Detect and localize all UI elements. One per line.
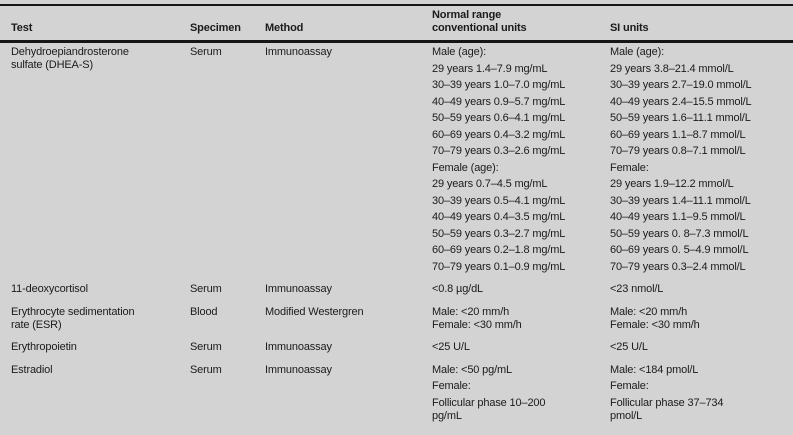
cell-conventional: <25 U/L [432, 341, 610, 358]
cell-text: Modified Westergren [265, 305, 364, 318]
cell-text: 50–59 years 0.3–2.7 mg/mL [432, 227, 566, 240]
cell-text: 30–39 years 2.7–19.0 mmol/L [610, 79, 752, 91]
lab-values-table: Test Specimen Method Normal range conven… [0, 4, 793, 426]
cell-text: 70–79 years 0.8–7.1 mmol/L [610, 145, 746, 157]
cell-text: <23 nmol/L [610, 283, 664, 295]
cell-text: Serum [190, 283, 222, 295]
table-row: Erythropoietin Serum Immunoassay <25 U/L <25… [0, 341, 793, 358]
cell-specimen: Serum [190, 341, 265, 358]
column-header-normal-range-conventional-units: Normal range conventional units [432, 9, 527, 34]
column-header-method: Method [265, 22, 304, 34]
cell-text: <25 U/L [432, 341, 470, 353]
cell-text: 29 years 3.8–21.4 mmol/L [610, 62, 734, 75]
cell-text: Blood [190, 305, 218, 318]
cell-text: Immunoassay [265, 341, 332, 353]
cell-text: Erythropoietin [11, 341, 77, 353]
cell-text: 50–59 years 0.6–4.1 mg/mL [432, 112, 566, 124]
cell-text: Immunoassay [265, 363, 332, 376]
cell-si: Male (age): 29 years 3.8–21.4 mmol/L 30–39… [610, 46, 793, 277]
table-header-row: Test Specimen Method Normal range conven… [0, 4, 793, 43]
cell-text: 40–49 years 1.1–9.5 mmol/L [610, 211, 746, 223]
cell-text: 40–49 years 2.4–15.5 mmol/L [610, 95, 752, 108]
cell-specimen: Serum [190, 283, 265, 300]
cell-text: Female: [432, 380, 471, 392]
cell-text: Serum [190, 341, 222, 353]
column-header-si-units: SI units [610, 22, 649, 34]
cell-text: 40–49 years 0.4–3.5 mg/mL [432, 211, 566, 223]
column-header-test: Test [11, 22, 33, 34]
cell-text: Male: <184 pmol/L [610, 363, 699, 376]
cell-conventional: Male: <50 pg/mL Female: Follicular phase 1… [432, 364, 610, 427]
cell-test: Estradiol [11, 364, 190, 427]
cell-text: 70–79 years 0.1–0.9 mg/mL [432, 260, 566, 273]
cell-text: 60–69 years 0.4–3.2 mg/mL [432, 128, 566, 141]
cell-specimen: Serum [190, 364, 265, 427]
cell-test: Dehydroepiandrosterone sulfate (DHEA-S) [11, 46, 190, 277]
cell-text: 60–69 years 0.2–1.8 mg/mL [432, 244, 566, 256]
cell-si: Male: <20 mm/h Female: <30 mm/h [610, 306, 793, 336]
cell-text: Female: [610, 161, 649, 174]
cell-text: Immunoassay [265, 283, 332, 295]
cell-method: Modified Westergren [265, 306, 432, 336]
cell-text: Follicular phase 10–200 pg/mL [432, 396, 546, 422]
cell-text: 70–79 years 0.3–2.4 mmol/L [610, 260, 746, 273]
cell-text: 50–59 years 1.6–11.1 mmol/L [610, 112, 751, 124]
cell-text: 29 years 1.9–12.2 mmol/L [610, 178, 734, 190]
cell-text: Male (age): [610, 46, 664, 58]
table-body: Dehydroepiandrosterone sulfate (DHEA-S) S… [0, 43, 793, 426]
cell-method: Immunoassay [265, 364, 432, 427]
cell-text: 11-deoxycortisol [11, 283, 88, 295]
cell-text: Estradiol [11, 363, 53, 376]
cell-text: Male: <50 pg/mL [432, 363, 512, 376]
cell-text: Female: [610, 380, 649, 392]
cell-si: Male: <184 pmol/L Female: Follicular phase… [610, 364, 793, 427]
table-row: Estradiol Serum Immunoassay Male: <50 pg/mL… [0, 364, 793, 427]
cell-test: Erythrocyte sedimentation rate (ESR) [11, 306, 190, 336]
cell-text: Immunoassay [265, 46, 332, 58]
cell-text: Female (age): [432, 161, 499, 174]
cell-text: Serum [190, 46, 222, 58]
cell-text: 29 years 0.7–4.5 mg/mL [432, 178, 548, 190]
cell-specimen: Blood [190, 306, 265, 336]
cell-method: Immunoassay [265, 46, 432, 277]
cell-text: <25 U/L [610, 341, 648, 353]
cell-si: <23 nmol/L [610, 283, 793, 300]
cell-test: Erythropoietin [11, 341, 190, 358]
table-row: Erythrocyte sedimentation rate (ESR) Bloo… [0, 306, 793, 336]
cell-text: Male (age): [432, 46, 486, 58]
cell-text: <0.8 µg/dL [432, 283, 484, 295]
cell-text: 30–39 years 0.5–4.1 mg/mL [432, 194, 566, 207]
cell-test: 11-deoxycortisol [11, 283, 190, 300]
cell-text: 70–79 years 0.3–2.6 mg/mL [432, 145, 566, 157]
cell-method: Immunoassay [265, 341, 432, 358]
cell-text: 40–49 years 0.9–5.7 mg/mL [432, 95, 566, 108]
cell-si: <25 U/L [610, 341, 793, 358]
cell-text: 29 years 1.4–7.9 mg/mL [432, 62, 548, 75]
cell-text: 50–59 years 0. 8–7.3 mmol/L [610, 227, 749, 240]
cell-conventional: Male: <20 mm/h Female: <30 mm/h [432, 306, 610, 336]
table-row: Dehydroepiandrosterone sulfate (DHEA-S) S… [0, 46, 793, 277]
cell-text: 30–39 years 1.4–11.1 mmol/L [610, 194, 751, 207]
cell-conventional: Male (age): 29 years 1.4–7.9 mg/mL 30–39 y… [432, 46, 610, 277]
cell-text: Dehydroepiandrosterone sulfate (DHEA-S) [11, 46, 129, 71]
cell-text: Male: <20 mm/h Female: <30 mm/h [432, 305, 522, 331]
column-header-specimen: Specimen [190, 22, 241, 34]
cell-text: 60–69 years 0. 5–4.9 mmol/L [610, 244, 749, 256]
cell-method: Immunoassay [265, 283, 432, 300]
cell-text: 60–69 years 1.1–8.7 mmol/L [610, 128, 746, 141]
cell-text: Follicular phase 37–734 pmol/L [610, 396, 724, 422]
cell-conventional: <0.8 µg/dL [432, 283, 610, 300]
cell-text: Erythrocyte sedimentation rate (ESR) [11, 305, 135, 331]
cell-text: 30–39 years 1.0–7.0 mg/mL [432, 79, 566, 91]
cell-specimen: Serum [190, 46, 265, 277]
cell-text: Serum [190, 363, 222, 376]
cell-text: Male: <20 mm/h Female: <30 mm/h [610, 305, 700, 331]
table-row: 11-deoxycortisol Serum Immunoassay <0.8 µg/… [0, 283, 793, 300]
